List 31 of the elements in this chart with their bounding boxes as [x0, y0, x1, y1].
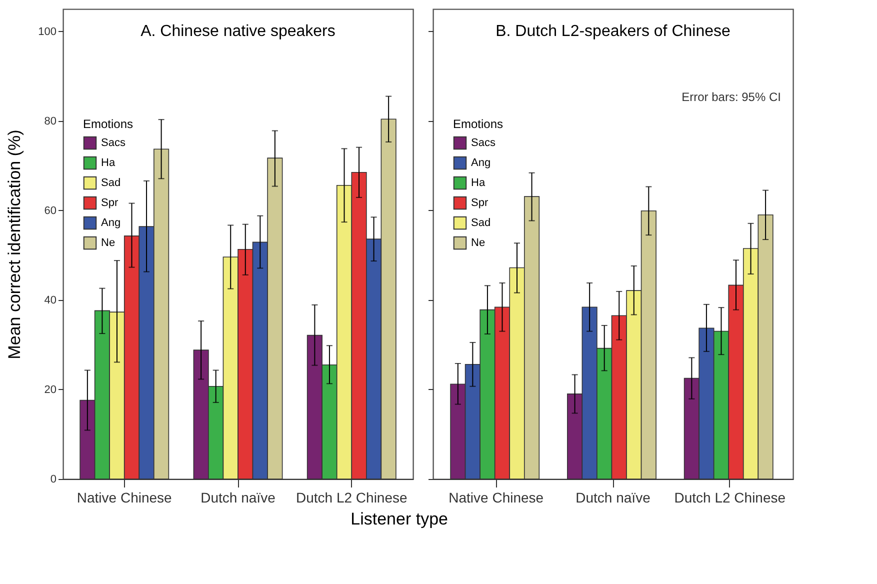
legend-label: Spr [101, 197, 118, 209]
legend-title: Emotions [453, 117, 504, 131]
text: A. Chinese native speakers [140, 23, 336, 40]
x-axis-title: Listener type [350, 510, 448, 529]
legend-label: Spr [471, 197, 488, 209]
x-tick-label: Native Chinese [76, 490, 172, 506]
legend-label: Ha [101, 157, 116, 169]
text: B. Dutch L2-speakers of Chinese [496, 23, 730, 40]
legend-label: Ha [471, 177, 486, 189]
legend-title: Emotions [83, 117, 134, 131]
legend-label: Ne [471, 237, 486, 249]
y-tick-label: 20 [44, 384, 56, 396]
legend-label: Sacs [101, 137, 126, 149]
x-tick-label: Dutch L2 Chinese [296, 490, 408, 506]
legend-label: Sad [101, 177, 121, 189]
x-tick-label: Dutch L2 Chinese [674, 490, 786, 506]
legend-label: Ne [101, 237, 116, 249]
y-tick-label: 60 [44, 204, 56, 217]
x-tick-label: Dutch naïve [576, 490, 651, 506]
legend-label: Ang [471, 157, 491, 169]
y-tick-label: 0 [50, 474, 56, 486]
y-tick-label: 100 [38, 26, 56, 38]
x-tick-label: Dutch naïve [200, 490, 276, 506]
legend-label: Sad [471, 217, 491, 229]
y-tick-label: 40 [44, 294, 56, 306]
annotation: Error bars: 95% CI [682, 90, 781, 104]
legend-label: Ang [101, 217, 121, 229]
legend-label: Sacs [471, 137, 496, 149]
y-axis-title: Mean correct identification (%) [5, 130, 24, 360]
x-tick-label: Native Chinese [448, 490, 544, 506]
y-tick-label: 80 [44, 115, 56, 128]
